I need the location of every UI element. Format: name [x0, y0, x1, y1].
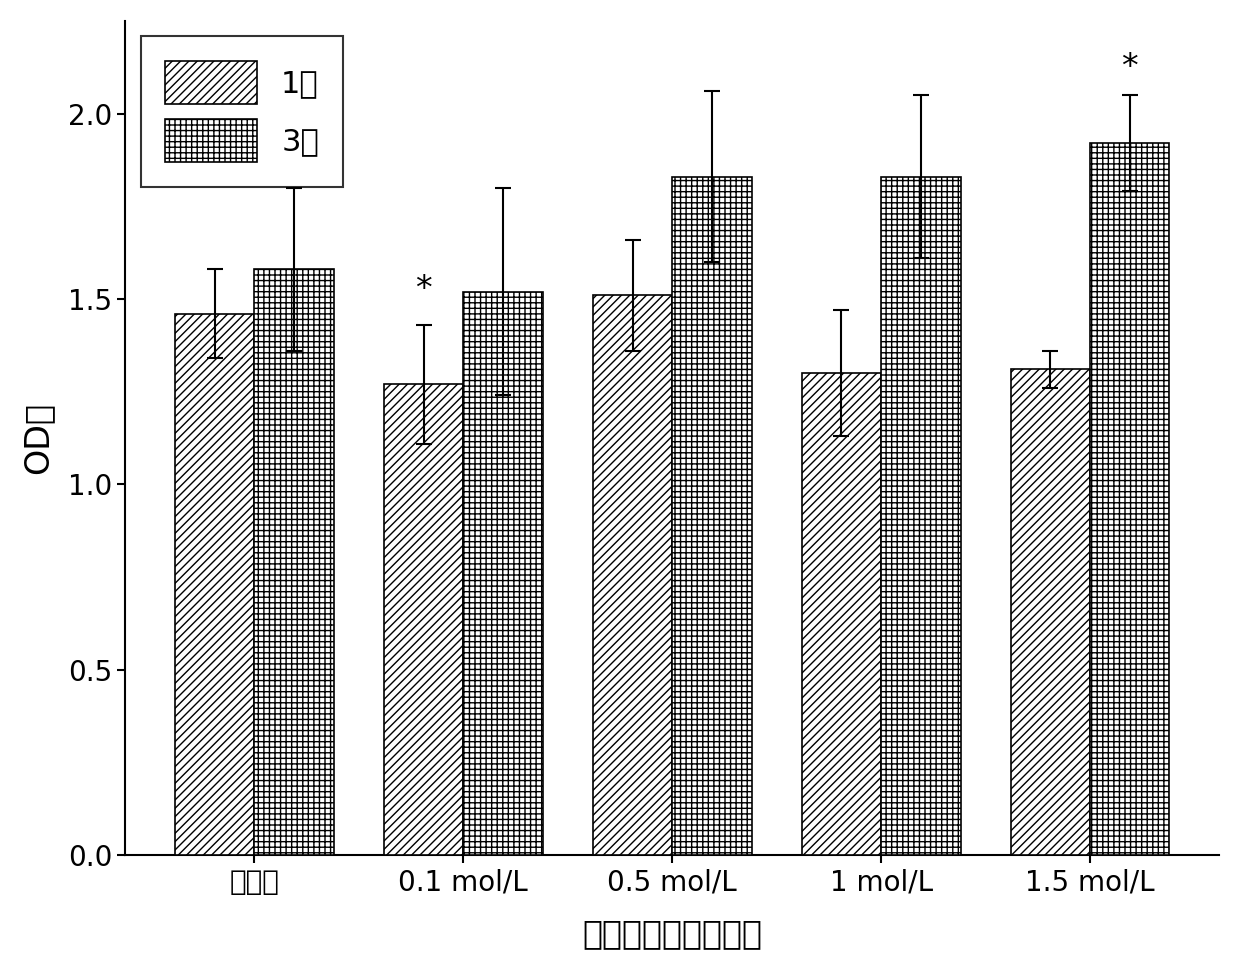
Bar	[464, 291, 543, 855]
Y-axis label: OD值: OD值	[21, 402, 53, 474]
Bar	[254, 269, 334, 855]
Text: *: *	[415, 274, 432, 307]
Bar	[1011, 369, 1090, 855]
Bar	[802, 373, 882, 855]
Bar	[672, 177, 751, 855]
Text: *: *	[1121, 50, 1138, 84]
Bar	[175, 314, 254, 855]
Legend: 1天, 3天: 1天, 3天	[140, 36, 343, 186]
X-axis label: 碳二亚胺盐酸盐浓度: 碳二亚胺盐酸盐浓度	[583, 918, 763, 951]
Bar	[384, 385, 464, 855]
Bar	[1090, 143, 1169, 855]
Bar	[593, 295, 672, 855]
Bar	[882, 177, 961, 855]
